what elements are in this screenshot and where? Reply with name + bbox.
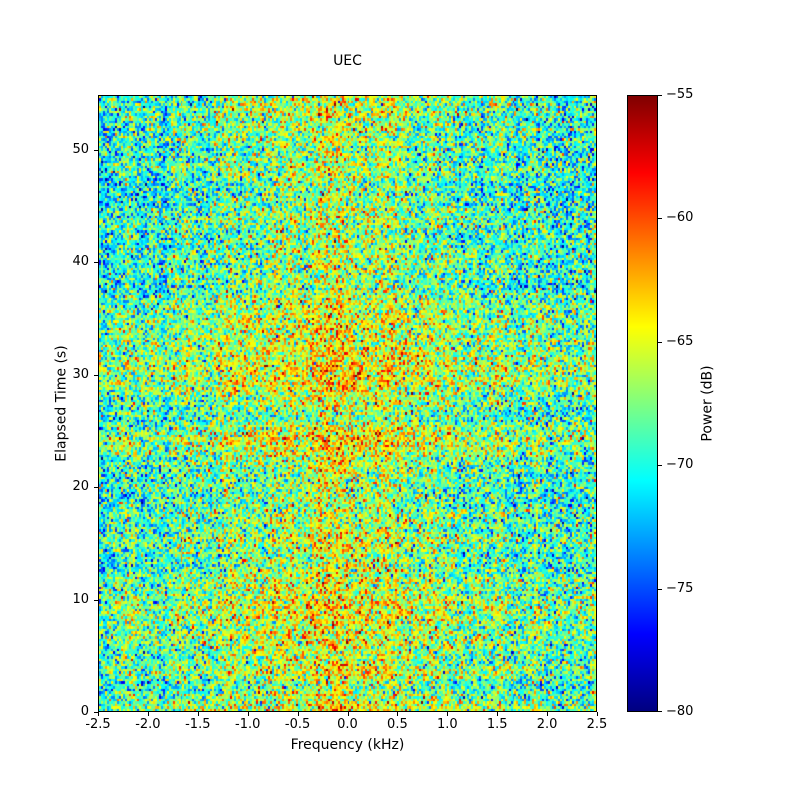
x-tick-label: -1.0: [235, 717, 261, 732]
x-tick-label: -2.0: [135, 717, 161, 732]
y-tick-label: 30: [72, 366, 89, 382]
x-tick-mark: [347, 712, 349, 716]
x-tick-label: -2.5: [85, 717, 111, 732]
x-tick-mark: [447, 712, 449, 716]
x-tick-mark: [597, 712, 598, 716]
colorbar-label: Power (dB): [699, 365, 716, 442]
y-tick-label: 0: [80, 704, 89, 719]
y-tick-label: 40: [72, 254, 89, 270]
x-tick-mark: [397, 712, 399, 716]
colorbar-tick-mark: [658, 95, 662, 96]
y-tick-mark: [94, 374, 98, 376]
colorbar-tick-mark: [658, 711, 662, 712]
colorbar-tick-mark: [658, 465, 662, 467]
x-tick-label: 2.0: [536, 717, 558, 732]
plot-area: [98, 95, 597, 712]
x-tick-mark: [297, 712, 299, 716]
y-tick-mark: [94, 487, 98, 489]
colorbar-tick-mark: [658, 218, 662, 220]
y-tick-label: 10: [72, 591, 89, 607]
x-tick-label: 0.5: [387, 717, 408, 732]
x-tick-label: -0.5: [284, 717, 311, 732]
y-tick-label: 50: [72, 142, 89, 158]
colorbar-tick-mark: [658, 588, 662, 590]
colorbar-tick-label: −70: [666, 457, 694, 473]
colorbar: [627, 95, 658, 712]
colorbar-tick-label: −65: [666, 333, 694, 349]
x-tick-mark: [247, 712, 249, 716]
y-tick-mark: [94, 150, 98, 152]
x-tick-mark: [547, 712, 549, 716]
x-tick-mark: [98, 712, 99, 716]
colorbar-tick-mark: [658, 341, 662, 343]
x-tick-label: 1.0: [436, 717, 458, 732]
y-tick-mark: [94, 599, 98, 601]
colorbar-tick-label: −60: [666, 210, 694, 226]
y-axis-label: Elapsed Time (s): [53, 345, 70, 462]
x-tick-label: 1.5: [486, 717, 508, 732]
x-tick-label: -1.5: [185, 717, 211, 732]
colorbar-tick-label: −75: [666, 580, 694, 596]
spectrogram-canvas: [99, 96, 596, 711]
x-axis-label: Frequency (kHz): [290, 737, 405, 753]
x-tick-mark: [497, 712, 499, 716]
x-tick-mark: [147, 712, 149, 716]
x-tick-label: 0.0: [337, 717, 358, 732]
y-tick-label: 20: [72, 479, 89, 495]
x-tick-label: 2.5: [586, 717, 608, 732]
y-tick-mark: [94, 712, 98, 713]
colorbar-tick-label: −80: [666, 704, 694, 719]
colorbar-tick-label: −55: [666, 87, 694, 102]
y-tick-mark: [94, 262, 98, 264]
x-tick-mark: [197, 712, 199, 716]
plot-title: UEC: [333, 53, 362, 69]
